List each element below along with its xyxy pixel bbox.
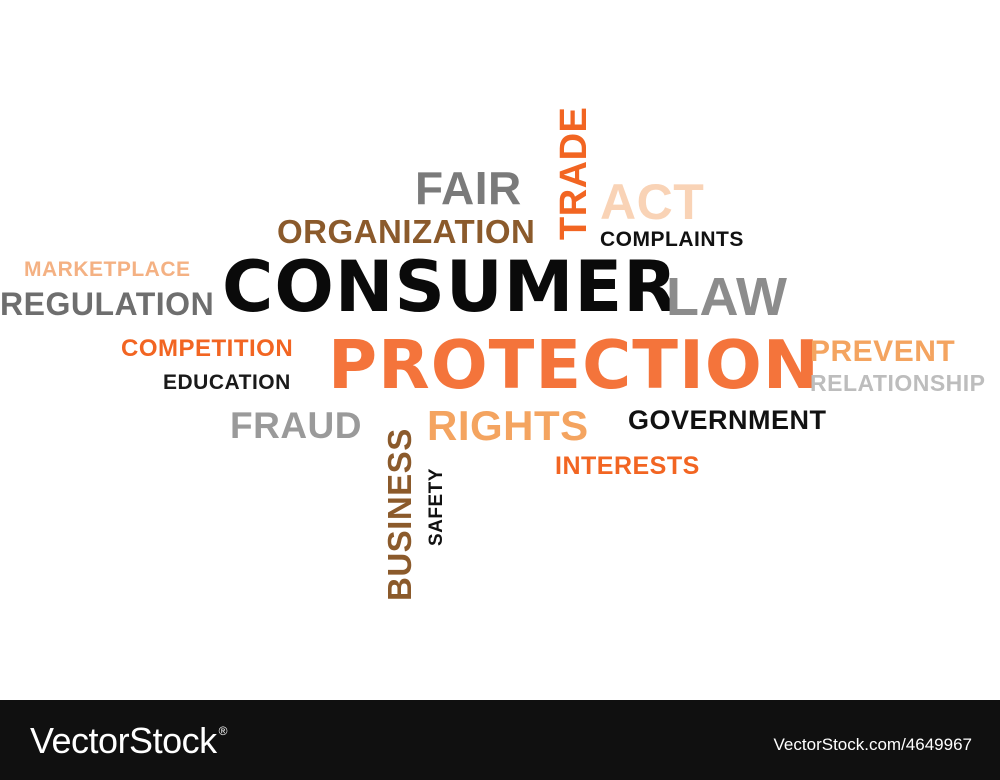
word-relationship: RELATIONSHIP: [810, 370, 986, 396]
registered-mark: ®: [218, 724, 228, 738]
watermark-footer: VectorStock ® VectorStock.com/4649967: [0, 700, 1000, 780]
word-organization: ORGANIZATION: [277, 213, 536, 250]
word-business: BUSINESS: [381, 428, 418, 601]
word-law: LAW: [666, 267, 788, 327]
vectorstock-logo: VectorStock ®: [30, 720, 227, 762]
word-protection: PROTECTION: [328, 326, 820, 404]
word-education: EDUCATION: [163, 371, 291, 394]
word-safety: SAFETY: [426, 468, 447, 546]
word-marketplace: MARKETPLACE: [24, 258, 191, 281]
word-trade: TRADE: [553, 106, 595, 240]
word-interests: INTERESTS: [555, 452, 700, 480]
brand-name: VectorStock: [30, 720, 217, 761]
word-cloud: FAIR TRADE ACT ORGANIZATION COMPLAINTS M…: [0, 106, 986, 601]
word-prevent: PREVENT: [810, 335, 956, 368]
word-complaints: COMPLAINTS: [600, 228, 744, 251]
word-regulation: REGULATION: [0, 286, 215, 322]
word-fair: FAIR: [415, 162, 522, 214]
image-reference: VectorStock.com/4649967: [773, 735, 972, 754]
word-government: GOVERNMENT: [628, 405, 827, 435]
word-competition: COMPETITION: [121, 335, 294, 362]
word-act: ACT: [600, 174, 705, 230]
word-fraud: FRAUD: [230, 405, 362, 446]
word-consumer: CONSUMER: [222, 246, 679, 328]
word-rights: RIGHTS: [427, 402, 589, 449]
